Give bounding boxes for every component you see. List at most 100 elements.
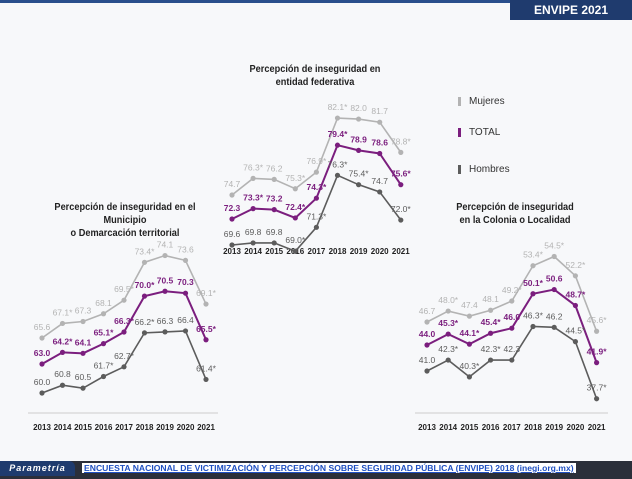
data-label: 75.3* [285, 173, 306, 183]
source-link[interactable]: ENCUESTA NACIONAL DE VICTIMIZACIÓN Y PER… [82, 463, 576, 473]
data-point [551, 286, 557, 293]
data-label: 75.6* [391, 169, 412, 179]
data-label: 46.2 [546, 311, 563, 321]
data-label: 60.0 [34, 377, 51, 387]
x-tick-label: 2019 [156, 423, 174, 432]
data-label: 44.0 [419, 329, 436, 339]
data-point [424, 368, 430, 374]
title-line: o Demarcación territorial [70, 228, 180, 239]
data-label: 62.7* [114, 351, 135, 361]
data-label: 41.0 [419, 355, 436, 365]
data-label: 82.1* [328, 102, 349, 112]
data-point [488, 357, 494, 363]
data-point [59, 349, 66, 355]
data-point [80, 385, 86, 391]
data-point [39, 335, 45, 341]
data-label: 42.3 [504, 344, 521, 354]
data-point [551, 253, 557, 260]
data-label: 69.6 [224, 229, 241, 239]
data-label: 66.3* [114, 316, 135, 326]
x-tick-label: 2016 [482, 423, 500, 432]
top-accent-line [0, 0, 632, 3]
legend-swatch [458, 97, 461, 106]
data-point [292, 248, 298, 254]
data-point [59, 382, 66, 388]
data-label: 74.7 [371, 176, 388, 186]
data-point [271, 240, 277, 246]
x-tick-label: 2017 [503, 423, 521, 432]
data-label: 69.5* [114, 284, 135, 294]
data-point [250, 240, 256, 246]
data-point [203, 301, 209, 307]
title-line: Percepción de inseguridad en [249, 64, 381, 75]
data-label: 74.1 [157, 240, 174, 250]
data-point [292, 186, 298, 192]
data-point [356, 147, 362, 153]
data-point [445, 331, 451, 337]
data-label: 41.9* [587, 347, 608, 357]
data-point [334, 142, 341, 148]
data-point [271, 176, 277, 182]
data-label: 66.2* [135, 317, 156, 327]
title-line: entidad federativa [275, 77, 355, 88]
title-line: Percepción de inseguridad en el Municipi… [54, 202, 196, 226]
data-label: 44.1* [459, 328, 480, 338]
data-point [141, 259, 148, 265]
data-point [509, 325, 515, 331]
data-point [80, 318, 86, 325]
data-point [292, 215, 298, 221]
data-point [162, 288, 168, 294]
data-point [229, 242, 235, 248]
data-label: 48.0* [438, 295, 459, 305]
x-tick-label: 2020 [567, 423, 585, 432]
legend-label: Hombres [469, 164, 510, 175]
data-label: 53.4* [523, 250, 544, 260]
legend-swatch [458, 128, 461, 137]
data-point [313, 169, 319, 175]
data-label: 78.6 [371, 137, 388, 147]
data-point [530, 291, 536, 297]
data-point [398, 149, 404, 155]
x-tick-label: 2021 [392, 247, 410, 256]
data-point [466, 374, 472, 380]
x-tick-label: 2018 [524, 423, 542, 432]
data-point [313, 224, 319, 230]
data-point [488, 307, 494, 313]
x-tick-label: 2013 [223, 247, 241, 256]
data-label: 74.7 [224, 179, 241, 189]
legend-item-mujeres: Mujeres [458, 96, 505, 107]
data-point [572, 302, 579, 309]
data-label: 42.3* [438, 344, 459, 354]
data-point [271, 207, 277, 213]
data-point [445, 308, 451, 314]
data-point [334, 172, 341, 178]
data-point [356, 116, 362, 122]
data-point [594, 360, 600, 366]
x-tick-label: 2018 [136, 423, 154, 432]
data-label: 65.1* [94, 328, 115, 338]
data-label: 65.6 [34, 322, 51, 332]
data-label: 79.4* [328, 129, 349, 139]
data-label: 44.5* [565, 326, 586, 336]
data-label: 81.7 [371, 106, 388, 116]
data-label: 70.3 [177, 277, 194, 287]
data-point [39, 390, 45, 396]
data-label: 61.7* [94, 361, 115, 371]
data-label: 45.6* [587, 315, 608, 325]
data-point [182, 328, 189, 334]
legend-swatch [458, 165, 461, 174]
x-tick-label: 2019 [350, 247, 368, 256]
data-label: 66.3 [157, 316, 174, 326]
x-tick-label: 2013 [418, 423, 436, 432]
data-label: 69.8 [266, 227, 283, 237]
data-point [100, 341, 107, 347]
x-tick-label: 2014 [244, 247, 262, 256]
x-tick-label: 2018 [329, 247, 347, 256]
data-label: 48.7* [565, 290, 586, 300]
data-label: 73.4* [135, 246, 156, 256]
data-point [121, 364, 127, 370]
data-label: 73.6 [177, 244, 194, 254]
data-label: 72.3 [224, 203, 241, 213]
data-label: 69.1* [196, 288, 217, 298]
legend-item-total: TOTAL [458, 127, 500, 138]
